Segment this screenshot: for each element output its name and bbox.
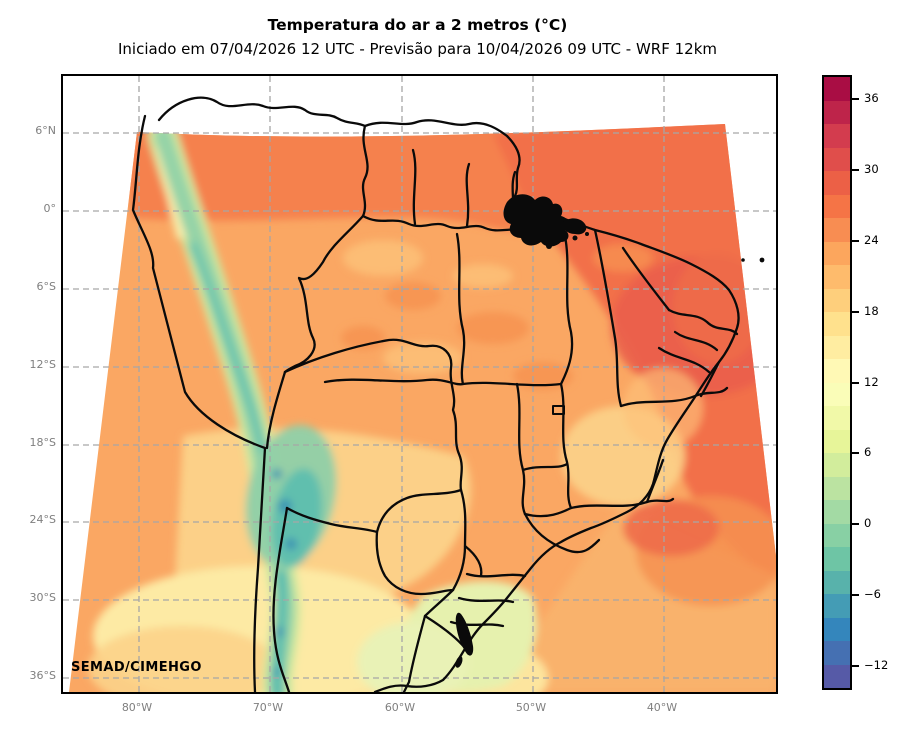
colorbar-segment bbox=[824, 429, 850, 453]
colorbar-tick-value: 24 bbox=[864, 232, 879, 247]
lon-tick-label: 40°W bbox=[646, 701, 678, 714]
colorbar-tick-mark bbox=[852, 97, 859, 100]
page-title: Temperatura do ar a 2 metros (°C) bbox=[267, 16, 568, 34]
colorbar-segment bbox=[824, 147, 850, 171]
lat-tick-label: 0° bbox=[43, 202, 57, 215]
colorbar-tick-value: 6 bbox=[864, 445, 872, 460]
colorbar-segment bbox=[824, 171, 850, 195]
colorbar-segment bbox=[824, 476, 850, 500]
temperature-field bbox=[69, 124, 776, 692]
colorbar-segment bbox=[824, 335, 850, 359]
lat-tick-label: 12°S bbox=[29, 358, 56, 371]
coastal-water-features bbox=[455, 194, 765, 668]
colorbar-segment bbox=[824, 406, 850, 430]
temperature-colorbar bbox=[822, 75, 852, 690]
lon-tick-label: 80°W bbox=[121, 701, 153, 714]
lat-tick-label: 30°S bbox=[29, 591, 56, 604]
colorbar-segment bbox=[824, 500, 850, 524]
colorbar-tick-mark bbox=[852, 310, 859, 313]
colorbar-tick-value: 30 bbox=[864, 161, 879, 176]
colorbar-segment bbox=[824, 77, 850, 101]
colorbar-segment bbox=[824, 382, 850, 406]
lat-tick-label: 6°N bbox=[35, 124, 56, 137]
colorbar-segment bbox=[824, 523, 850, 547]
colorbar-segment bbox=[824, 312, 850, 336]
lat-tick-label: 24°S bbox=[29, 513, 56, 526]
colorbar-tick-value: 12 bbox=[864, 374, 879, 389]
colorbar-segment bbox=[824, 288, 850, 312]
lon-tick-label: 50°W bbox=[515, 701, 547, 714]
colorbar-tick-mark bbox=[852, 168, 859, 171]
colorbar-segment bbox=[824, 194, 850, 218]
colorbar-segment bbox=[824, 218, 850, 242]
watermark-semad-cimehgo: SEMAD/CIMEHGO bbox=[71, 660, 202, 675]
temperature-map-svg bbox=[63, 76, 776, 692]
colorbar-segment bbox=[824, 617, 850, 641]
colorbar-tick-value: 36 bbox=[864, 90, 879, 105]
colorbar-tick-mark bbox=[852, 239, 859, 242]
colorbar-segment bbox=[824, 359, 850, 383]
colorbar-tick-mark bbox=[852, 381, 859, 384]
colorbar-tick-mark bbox=[852, 523, 859, 526]
lon-tick-label: 70°W bbox=[252, 701, 284, 714]
lon-tick-label: 60°W bbox=[384, 701, 416, 714]
colorbar-segment bbox=[824, 664, 850, 688]
lat-tick-label: 36°S bbox=[29, 669, 56, 682]
colorbar-segment bbox=[824, 124, 850, 148]
colorbar-segment bbox=[824, 241, 850, 265]
map-plot-area: SEMAD/CIMEHGO bbox=[61, 74, 778, 694]
colorbar-segment bbox=[824, 594, 850, 618]
colorbar-tick-mark bbox=[852, 594, 859, 597]
colorbar-segment bbox=[824, 547, 850, 571]
colorbar-tick-mark bbox=[852, 665, 859, 668]
colorbar-tick-value: 0 bbox=[864, 516, 872, 531]
colorbar-tick-value: −6 bbox=[864, 587, 881, 602]
forecast-subtitle: Iniciado em 07/04/2026 12 UTC - Previsão… bbox=[117, 40, 718, 58]
colorbar-tick-mark bbox=[852, 452, 859, 455]
lat-tick-label: 18°S bbox=[29, 436, 56, 449]
colorbar-segment bbox=[824, 570, 850, 594]
lat-tick-label: 6°S bbox=[36, 280, 56, 293]
colorbar-tick-value: −12 bbox=[864, 658, 889, 673]
colorbar-tick-value: 18 bbox=[864, 303, 879, 318]
colorbar-segment bbox=[824, 453, 850, 477]
colorbar-segment bbox=[824, 265, 850, 289]
colorbar-segment bbox=[824, 100, 850, 124]
colorbar-segment bbox=[824, 641, 850, 665]
